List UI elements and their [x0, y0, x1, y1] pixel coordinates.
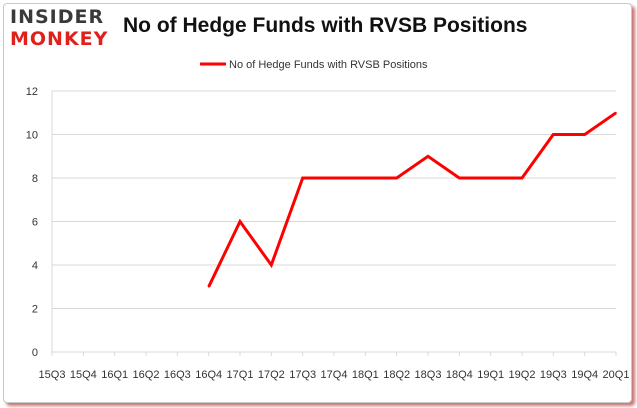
y-tick-label: 6 — [32, 217, 38, 229]
insider-monkey-logo: INSIDER MONKEY — [10, 8, 118, 49]
x-tick-label: 17Q3 — [289, 369, 316, 381]
x-tick-label: 19Q3 — [540, 369, 567, 381]
y-tick-label: 10 — [26, 130, 38, 142]
data-point — [489, 177, 492, 179]
logo-text-top: INSIDER — [10, 6, 105, 28]
x-tick-label: 20Q1 — [603, 369, 630, 381]
data-point — [239, 220, 241, 223]
x-tick-label: 19Q1 — [477, 369, 504, 381]
data-point — [333, 177, 335, 179]
chart-frame — [3, 3, 632, 403]
x-tick-label: 18Q2 — [383, 369, 410, 381]
series-line — [207, 111, 617, 288]
legend-label: No of Hedge Funds with RVSB Positions — [229, 59, 428, 71]
x-tick-label: 16Q4 — [195, 369, 222, 381]
x-tick-label: 15Q3 — [39, 369, 66, 381]
legend: No of Hedge Funds with RVSB Positions — [200, 59, 428, 71]
x-tick-label: 17Q1 — [227, 369, 254, 381]
x-tick-label: 18Q1 — [352, 369, 379, 381]
data-point — [552, 133, 555, 136]
x-tick-label: 19Q4 — [571, 369, 598, 381]
x-axis: 15Q3 15Q4 16Q1 16Q2 16Q3 16Q4 17Q1 17Q2 17Q3 17Q4… — [39, 352, 630, 381]
data-point — [615, 111, 617, 114]
x-tick-label: 18Q3 — [415, 369, 442, 381]
data-point — [301, 177, 304, 179]
chart-title: No of Hedge Funds with RVSB Positions — [123, 14, 528, 37]
data-point — [458, 177, 461, 179]
y-tick-label: 2 — [32, 304, 38, 316]
data-point — [395, 177, 398, 179]
x-tick-label: 17Q2 — [258, 369, 285, 381]
x-tick-label: 17Q4 — [321, 369, 348, 381]
y-tick-label: 8 — [32, 173, 38, 185]
data-point — [207, 285, 210, 288]
data-point — [427, 155, 429, 158]
series-layer — [207, 111, 617, 288]
logo-text-bottom: MONKEY — [10, 28, 109, 50]
x-tick-label: 16Q3 — [164, 369, 191, 381]
data-point — [270, 264, 273, 266]
x-tick-label: 15Q4 — [70, 369, 97, 381]
grid — [51, 90, 616, 353]
y-tick-label: 12 — [26, 86, 38, 98]
y-tick-label: 0 — [32, 347, 38, 359]
data-point — [521, 177, 523, 179]
x-tick-label: 16Q2 — [133, 369, 160, 381]
y-axis: 0 2 4 6 8 10 12 — [26, 86, 38, 359]
x-tick-label: 16Q1 — [101, 369, 128, 381]
y-tick-label: 4 — [32, 260, 38, 272]
x-tick-label: 19Q2 — [509, 369, 536, 381]
x-tick-label: 18Q4 — [446, 369, 473, 381]
data-point — [583, 133, 586, 136]
data-point — [364, 177, 367, 179]
